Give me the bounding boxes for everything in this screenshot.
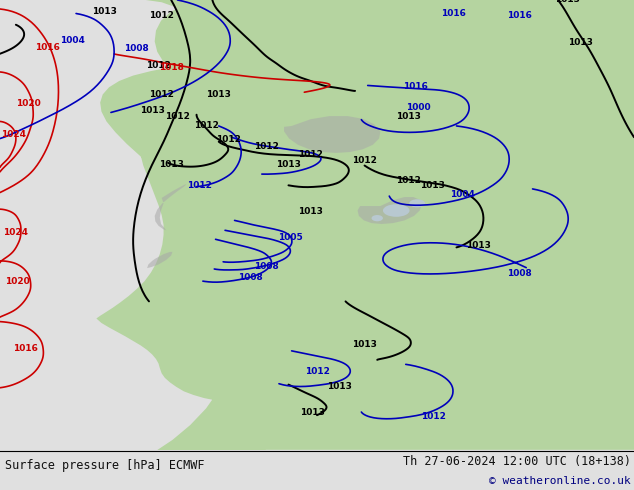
Text: 1016: 1016 xyxy=(441,9,466,18)
Polygon shape xyxy=(155,0,303,85)
Text: 1005: 1005 xyxy=(278,233,303,242)
Text: 1013: 1013 xyxy=(92,7,117,16)
Polygon shape xyxy=(284,116,380,153)
Ellipse shape xyxy=(410,199,425,207)
Text: 1012: 1012 xyxy=(254,142,279,151)
Text: 1004: 1004 xyxy=(450,190,476,199)
Ellipse shape xyxy=(383,204,410,217)
Text: 1012: 1012 xyxy=(304,367,330,376)
Text: 1013: 1013 xyxy=(300,408,325,417)
Text: 1013: 1013 xyxy=(327,382,352,392)
Text: 1016: 1016 xyxy=(13,344,38,353)
Text: 1012: 1012 xyxy=(187,181,212,190)
Text: 1012: 1012 xyxy=(193,122,219,130)
Text: 1012: 1012 xyxy=(216,135,241,144)
Text: 1012: 1012 xyxy=(149,90,174,99)
Polygon shape xyxy=(147,252,172,268)
Text: 1016: 1016 xyxy=(507,11,533,20)
Text: 1013: 1013 xyxy=(420,181,445,190)
Text: 1013: 1013 xyxy=(555,0,580,4)
Text: 1012: 1012 xyxy=(352,156,377,165)
Text: 1012: 1012 xyxy=(146,61,171,70)
Text: © weatheronline.co.uk: © weatheronline.co.uk xyxy=(489,476,631,486)
Text: 1008: 1008 xyxy=(124,44,149,53)
Polygon shape xyxy=(516,32,547,49)
Polygon shape xyxy=(96,0,634,474)
Text: 1013: 1013 xyxy=(139,106,165,115)
Text: 1013: 1013 xyxy=(158,160,184,169)
Text: 1013: 1013 xyxy=(206,90,231,99)
Text: 1013: 1013 xyxy=(276,160,301,169)
Text: 1004: 1004 xyxy=(60,36,86,45)
Ellipse shape xyxy=(372,215,383,221)
Text: 1012: 1012 xyxy=(396,176,422,185)
Text: 1016: 1016 xyxy=(403,82,428,91)
Text: 1013: 1013 xyxy=(466,241,491,249)
Text: 1008: 1008 xyxy=(238,273,263,283)
Text: Th 27-06-2024 12:00 UTC (18+138): Th 27-06-2024 12:00 UTC (18+138) xyxy=(403,455,631,467)
Text: 1008: 1008 xyxy=(507,269,533,278)
Polygon shape xyxy=(155,184,186,230)
Polygon shape xyxy=(358,197,422,224)
Text: Surface pressure [hPa] ECMWF: Surface pressure [hPa] ECMWF xyxy=(5,460,205,472)
Text: 1013: 1013 xyxy=(352,340,377,348)
Text: 1000: 1000 xyxy=(406,102,430,112)
Text: 1012: 1012 xyxy=(420,413,446,421)
Text: 1008: 1008 xyxy=(254,262,279,271)
Text: 1013: 1013 xyxy=(396,112,422,121)
Text: 1018: 1018 xyxy=(158,63,184,72)
Text: 1024: 1024 xyxy=(3,228,28,237)
Text: 1020: 1020 xyxy=(16,99,41,108)
Text: 1020: 1020 xyxy=(5,277,30,286)
Text: 1016: 1016 xyxy=(35,43,60,52)
Text: 1012: 1012 xyxy=(165,112,190,122)
Polygon shape xyxy=(547,13,560,20)
Text: 1012: 1012 xyxy=(298,150,323,159)
Text: 1013: 1013 xyxy=(298,207,323,216)
Text: 1024: 1024 xyxy=(1,130,27,140)
Text: 1013: 1013 xyxy=(567,38,593,47)
Text: 1012: 1012 xyxy=(149,11,174,20)
